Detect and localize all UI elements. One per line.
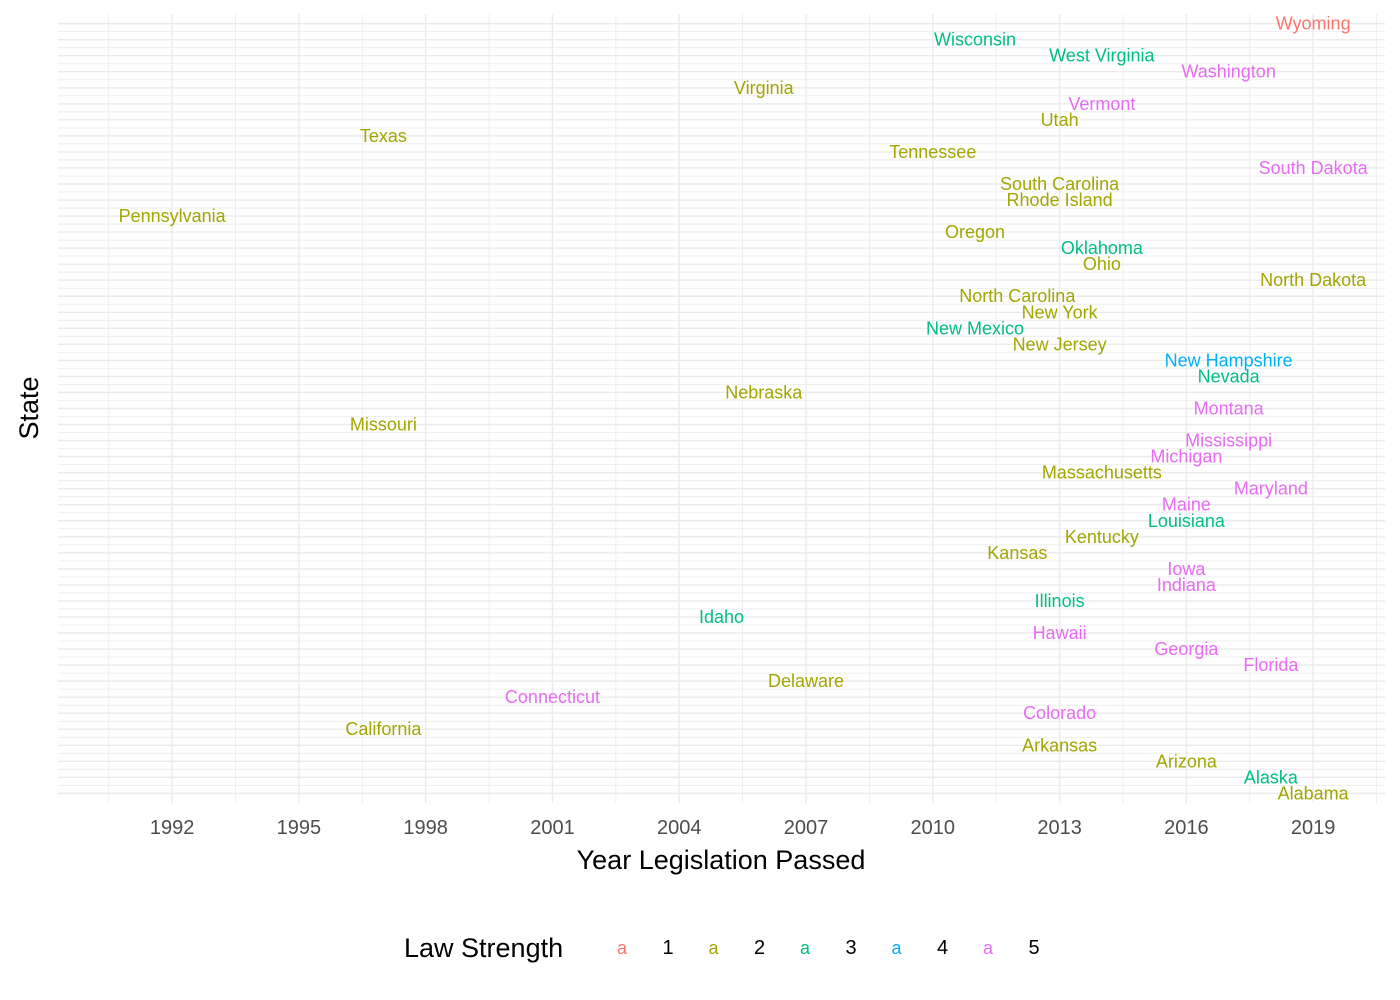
x-tick-label: 1992 — [150, 817, 195, 839]
x-tick-label: 2019 — [1291, 817, 1336, 839]
state-label-montana: Montana — [1194, 399, 1265, 419]
state-label-california: California — [345, 719, 422, 739]
state-label-rhode-island: Rhode Island — [1007, 190, 1113, 210]
state-label-hawaii: Hawaii — [1033, 623, 1087, 643]
legend-label-3: 3 — [845, 937, 856, 959]
state-label-west-virginia: West Virginia — [1049, 46, 1155, 66]
state-label-north-dakota: North Dakota — [1260, 270, 1367, 290]
y-axis-title: State — [14, 376, 44, 439]
x-tick-label: 1995 — [277, 817, 322, 839]
legend-label-1: 1 — [662, 937, 673, 959]
x-tick-label: 2013 — [1037, 817, 1082, 839]
x-tick-label: 1998 — [403, 817, 448, 839]
state-label-maryland: Maryland — [1234, 479, 1308, 499]
state-label-georgia: Georgia — [1154, 639, 1219, 659]
state-label-pennsylvania: Pennsylvania — [119, 206, 227, 226]
state-label-virginia: Virginia — [734, 78, 795, 98]
state-label-arizona: Arizona — [1156, 751, 1218, 771]
minor-gridlines — [58, 14, 1385, 803]
state-label-washington: Washington — [1181, 62, 1275, 82]
state-label-north-carolina: North Carolina — [959, 286, 1076, 306]
state-label-nebraska: Nebraska — [725, 382, 803, 402]
legend-label-5: 5 — [1028, 937, 1039, 959]
state-label-idaho: Idaho — [699, 607, 744, 627]
x-axis-tick-labels: 1992 1995 1998 2001 2004 2007 2010 2013 2016 2019 — [150, 817, 1336, 839]
state-label-maine: Maine — [1162, 495, 1211, 515]
state-label-utah: Utah — [1041, 110, 1079, 130]
state-label-mississippi: Mississippi — [1185, 431, 1272, 451]
state-label-illinois: Illinois — [1035, 591, 1085, 611]
state-label-delaware: Delaware — [768, 671, 844, 691]
state-label-connecticut: Connecticut — [505, 687, 600, 707]
x-tick-label: 2004 — [657, 817, 702, 839]
legend-key-4: a — [891, 938, 902, 958]
state-label-arkansas: Arkansas — [1022, 735, 1097, 755]
state-label-new-mexico: New Mexico — [926, 318, 1024, 338]
legend-key-1: a — [617, 938, 628, 958]
state-label-new-jersey: New Jersey — [1013, 334, 1107, 354]
state-label-wyoming: Wyoming — [1276, 14, 1351, 34]
state-label-louisiana: Louisiana — [1148, 511, 1226, 531]
state-label-new-york: New York — [1022, 302, 1099, 322]
x-tick-label: 2010 — [911, 817, 956, 839]
state-label-south-dakota: South Dakota — [1259, 158, 1369, 178]
state-label-tennessee: Tennessee — [889, 142, 976, 162]
x-tick-label: 2007 — [784, 817, 829, 839]
x-axis-title: Year Legislation Passed — [577, 845, 866, 875]
state-label-south-carolina: South Carolina — [1000, 174, 1120, 194]
legend-label-2: 2 — [754, 937, 765, 959]
state-label-florida: Florida — [1243, 655, 1299, 675]
x-tick-label: 2001 — [530, 817, 575, 839]
state-label-oregon: Oregon — [945, 222, 1005, 242]
state-label-new-hampshire: New Hampshire — [1165, 350, 1293, 370]
state-label-indiana: Indiana — [1157, 575, 1217, 595]
state-label-wisconsin: Wisconsin — [934, 30, 1016, 50]
state-label-massachusetts: Massachusetts — [1042, 463, 1162, 483]
legend: Law Strength a 1 a 2 a 3 a 4 a 5 — [404, 933, 1040, 963]
legend-key-3: a — [800, 938, 811, 958]
major-gridlines — [58, 14, 1385, 803]
state-label-ohio: Ohio — [1083, 254, 1121, 274]
state-label-nevada: Nevada — [1198, 366, 1261, 386]
state-label-missouri: Missouri — [350, 415, 417, 435]
state-label-michigan: Michigan — [1150, 447, 1222, 467]
state-label-vermont: Vermont — [1068, 94, 1135, 114]
legend-label-4: 4 — [937, 937, 948, 959]
state-label-kansas: Kansas — [987, 543, 1047, 563]
state-label-kentucky: Kentucky — [1065, 527, 1139, 547]
legend-key-5: a — [983, 938, 994, 958]
legend-key-2: a — [708, 938, 719, 958]
state-label-alaska: Alaska — [1244, 767, 1299, 787]
legend-title: Law Strength — [404, 933, 563, 963]
state-label-alabama: Alabama — [1278, 783, 1350, 803]
state-label-iowa: Iowa — [1167, 559, 1206, 579]
state-label-texas: Texas — [360, 126, 407, 146]
state-label-oklahoma: Oklahoma — [1061, 238, 1144, 258]
x-tick-label: 2016 — [1164, 817, 1209, 839]
state-label-colorado: Colorado — [1023, 703, 1096, 723]
